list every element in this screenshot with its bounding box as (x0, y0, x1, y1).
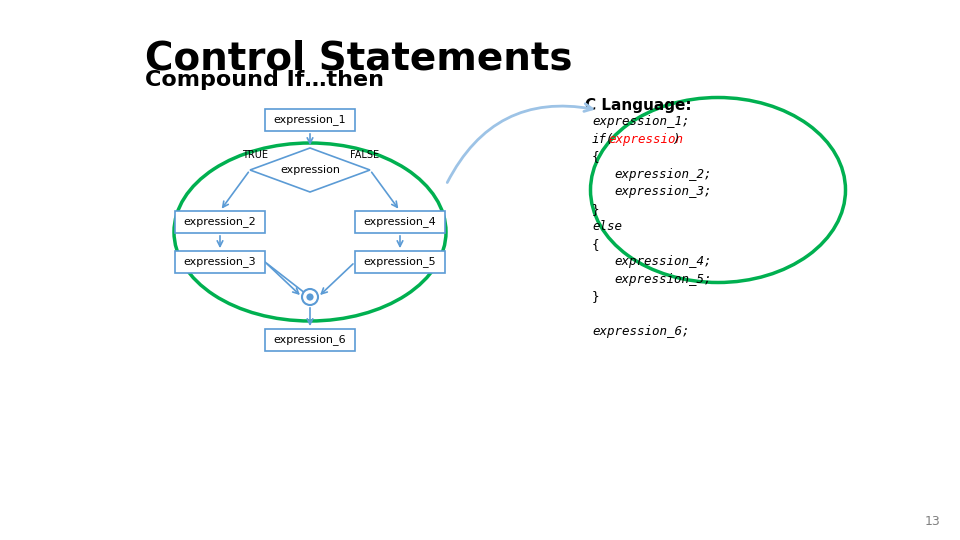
FancyBboxPatch shape (355, 211, 445, 233)
Circle shape (302, 289, 318, 305)
Text: C Language:: C Language: (585, 98, 691, 113)
Text: expression_2: expression_2 (183, 217, 256, 227)
Text: expression: expression (280, 165, 340, 175)
Text: {: { (592, 238, 599, 251)
Text: expression_6;: expression_6; (592, 326, 689, 339)
Text: expression_1;: expression_1; (592, 116, 689, 129)
FancyBboxPatch shape (265, 329, 355, 351)
Text: expression_4: expression_4 (364, 217, 437, 227)
Text: expression_1: expression_1 (274, 114, 347, 125)
Circle shape (306, 293, 314, 301)
Text: }: } (592, 203, 599, 216)
Text: expression_3;: expression_3; (614, 186, 711, 199)
Text: expression_5: expression_5 (364, 256, 436, 267)
Text: FALSE: FALSE (350, 150, 379, 160)
Text: expression_2;: expression_2; (614, 168, 711, 181)
Text: Control Statements: Control Statements (145, 40, 572, 78)
FancyBboxPatch shape (265, 109, 355, 131)
FancyArrowPatch shape (447, 104, 592, 183)
Text: 13: 13 (924, 515, 940, 528)
Text: if(: if( (592, 133, 614, 146)
Text: TRUE: TRUE (242, 150, 268, 160)
Text: }: } (592, 291, 599, 303)
Text: ): ) (672, 133, 680, 146)
Text: {: { (592, 151, 599, 164)
FancyBboxPatch shape (355, 251, 445, 273)
Text: expression_3: expression_3 (183, 256, 256, 267)
Text: expression_6: expression_6 (274, 335, 347, 346)
Text: else: else (592, 220, 622, 233)
Text: expression: expression (608, 133, 683, 146)
Text: Compound If…then: Compound If…then (145, 70, 384, 90)
Text: expression_5;: expression_5; (614, 273, 711, 286)
FancyBboxPatch shape (175, 251, 265, 273)
FancyBboxPatch shape (175, 211, 265, 233)
Text: expression_4;: expression_4; (614, 255, 711, 268)
